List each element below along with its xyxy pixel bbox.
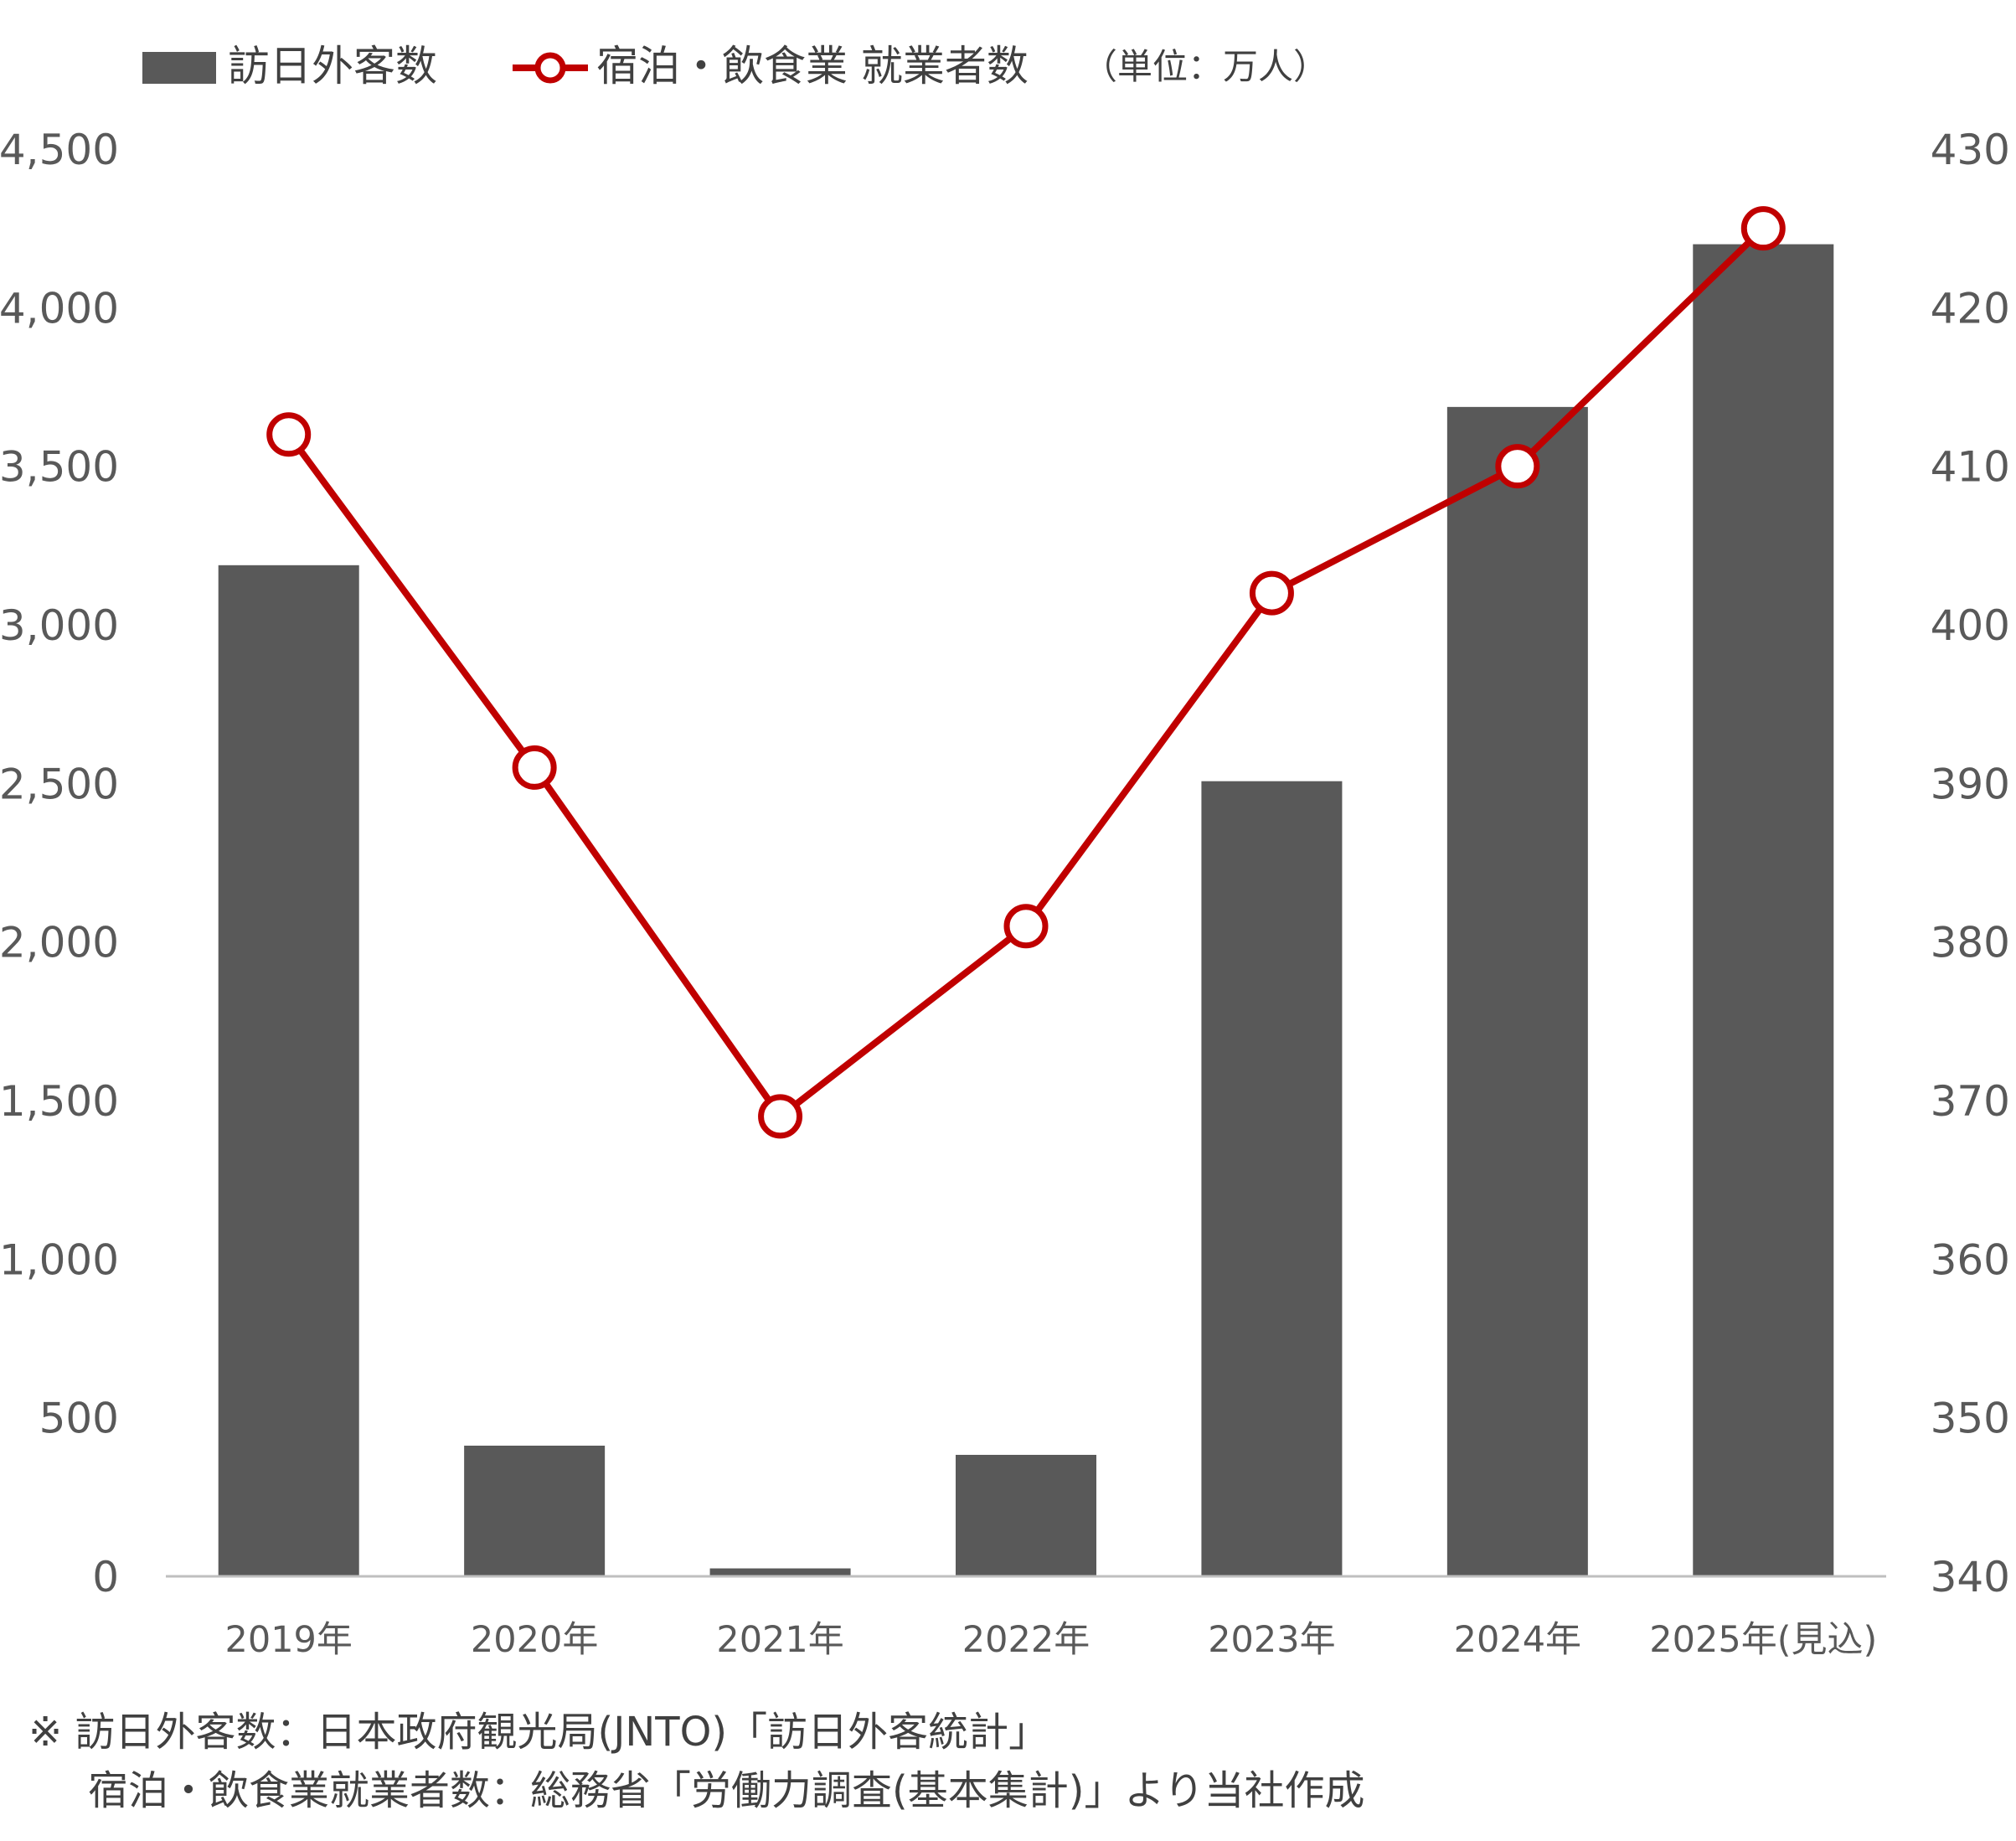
left-axis-tick-label: 1,500: [0, 1077, 119, 1126]
left-axis-tick-label: 1,000: [0, 1235, 119, 1284]
right-axis-tick-label: 340: [1931, 1553, 2010, 1601]
category-tick-label: 2023年: [1208, 1619, 1335, 1661]
bar-visitors: [709, 1568, 851, 1576]
x-axis: 2019年 2020年 2021年 2022年 2023年 2024年 2025年(見込): [224, 1619, 1877, 1661]
combo-chart: 訪日外客数 宿泊・飲食業 就業者数 （単位：万人） 4,500 4,000 3,50…: [0, 42, 2010, 1661]
right-axis: 430 420 410 400 390 380 370 360 350 340: [1931, 126, 2010, 1601]
legend-bar-label: 訪日外客数: [228, 42, 437, 90]
footnote-source-1: ※ 訪日外客数：日本政府観光局(JNTO)「訪日外客統計」: [28, 1709, 1049, 1756]
bar-visitors: [1693, 244, 1834, 1577]
right-axis-tick-label: 400: [1931, 601, 2010, 650]
line-series: [266, 206, 1786, 1139]
category-tick-label: 2019年: [224, 1619, 352, 1661]
unit-label: （単位：万人）: [1082, 46, 1328, 87]
right-axis-tick-label: 410: [1931, 443, 2010, 492]
legend-line-label: 宿泊・飲食業 就業者数: [596, 42, 1029, 90]
line-point-marker: [266, 412, 312, 457]
left-axis-tick-label: 2,000: [0, 919, 119, 967]
left-axis-tick-label: 3,500: [0, 443, 119, 492]
bar-visitors: [1446, 406, 1588, 1577]
line-point-marker: [512, 745, 557, 790]
right-axis-tick-label: 390: [1931, 760, 2010, 808]
right-axis-tick-label: 420: [1931, 284, 2010, 333]
bar-visitors: [1201, 781, 1343, 1576]
right-axis-tick-label: 370: [1931, 1077, 2010, 1126]
bar-visitors: [464, 1445, 606, 1576]
category-tick-label: 2022年: [962, 1619, 1090, 1661]
footnote-source-2: 宿泊・飲食業就業者数：総務省「労働力調査(基本集計)」より当社作成: [88, 1767, 1365, 1814]
category-tick-label: 2020年: [471, 1619, 598, 1661]
line-point-marker: [1740, 206, 1786, 251]
category-tick-label: 2025年(見込): [1649, 1619, 1877, 1661]
left-axis: 4,500 4,000 3,500 3,000 2,500 2,000 1,500 1,000…: [0, 126, 119, 1601]
legend-line-marker: [534, 52, 566, 84]
line-point-marker: [1495, 444, 1540, 489]
right-axis-tick-label: 380: [1931, 919, 2010, 967]
right-axis-tick-label: 430: [1931, 126, 2010, 174]
left-axis-tick-label: 500: [39, 1395, 119, 1443]
line-point-marker: [1003, 904, 1049, 949]
category-tick-label: 2024年: [1454, 1619, 1581, 1661]
bar-visitors: [218, 565, 359, 1576]
left-axis-tick-label: 0: [92, 1553, 119, 1601]
legend-bar-swatch: [142, 52, 216, 84]
left-axis-tick-label: 2,500: [0, 760, 119, 808]
bar-series: [218, 244, 1834, 1577]
bar-visitors: [956, 1454, 1096, 1576]
left-axis-tick-label: 4,000: [0, 284, 119, 333]
line-point-marker: [758, 1094, 803, 1139]
left-axis-tick-label: 3,000: [0, 601, 119, 650]
right-axis-tick-label: 360: [1931, 1235, 2010, 1284]
category-tick-label: 2021年: [716, 1619, 843, 1661]
legend: 訪日外客数 宿泊・飲食業 就業者数 （単位：万人）: [142, 42, 1328, 90]
line-point-marker: [1249, 570, 1294, 616]
right-axis-tick-label: 350: [1931, 1395, 2010, 1443]
left-axis-tick-label: 4,500: [0, 126, 119, 174]
